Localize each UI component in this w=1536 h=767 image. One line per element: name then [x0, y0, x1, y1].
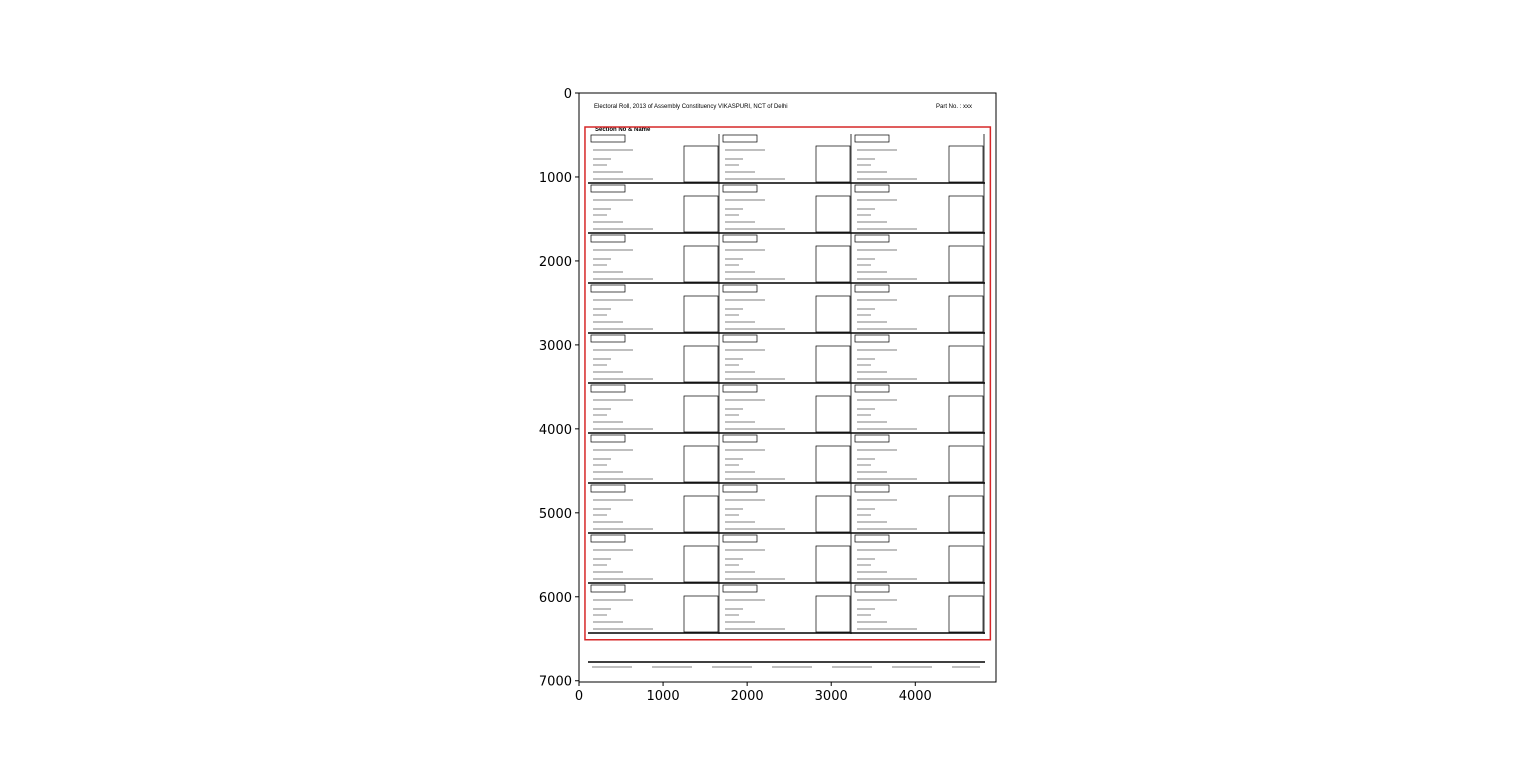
serial-box: [722, 384, 758, 393]
axes-frame: [578, 92, 997, 683]
serial-box: [854, 384, 890, 393]
serial-box: [590, 584, 626, 593]
y-tick-label: 1000: [539, 171, 572, 186]
y-tick-label: 4000: [539, 423, 572, 438]
x-tick-label: 1000: [647, 689, 680, 704]
serial-box: [722, 284, 758, 293]
serial-box: [722, 534, 758, 543]
serial-box: [854, 434, 890, 443]
photo-box: [948, 245, 984, 283]
doc-header: Electoral Roll, 2013 of Assembly Constit…: [594, 104, 788, 110]
x-tick-label: 0: [575, 689, 583, 704]
photo-box: [683, 495, 719, 533]
serial-box: [854, 584, 890, 593]
y-tick-label: 3000: [539, 339, 572, 354]
serial-box: [722, 434, 758, 443]
serial-box: [854, 334, 890, 343]
photo-box: [683, 595, 719, 633]
serial-box: [854, 484, 890, 493]
photo-box: [815, 345, 851, 383]
y-tick-label: 7000: [539, 675, 572, 690]
serial-box: [722, 184, 758, 193]
photo-box: [815, 145, 851, 183]
photo-box: [815, 545, 851, 583]
photo-box: [948, 495, 984, 533]
photo-box: [683, 545, 719, 583]
photo-box: [815, 245, 851, 283]
doc-part: Part No. : xxx: [936, 104, 972, 110]
y-tick-label: 6000: [539, 591, 572, 606]
serial-box: [722, 134, 758, 143]
photo-box: [683, 345, 719, 383]
x-tick-label: 4000: [899, 689, 932, 704]
photo-box: [815, 495, 851, 533]
serial-box: [854, 134, 890, 143]
photo-box: [948, 445, 984, 483]
serial-box: [854, 184, 890, 193]
serial-box: [590, 334, 626, 343]
photo-box: [948, 345, 984, 383]
highlight-box: [584, 126, 992, 641]
serial-box: [590, 184, 626, 193]
photo-box: [815, 295, 851, 333]
photo-box: [683, 245, 719, 283]
serial-box: [590, 284, 626, 293]
photo-box: [948, 595, 984, 633]
serial-box: [590, 234, 626, 243]
serial-box: [854, 234, 890, 243]
photo-box: [815, 595, 851, 633]
serial-box: [590, 484, 626, 493]
serial-box: [722, 234, 758, 243]
serial-box: [590, 434, 626, 443]
photo-box: [815, 195, 851, 233]
doc-section: Section No & Name: [595, 127, 651, 133]
y-tick-label: 2000: [539, 255, 572, 270]
serial-box: [590, 534, 626, 543]
document-image: Electoral Roll, 2013 of Assembly Constit…: [588, 104, 985, 668]
serial-box: [854, 534, 890, 543]
photo-box: [948, 145, 984, 183]
photo-box: [815, 445, 851, 483]
x-tick-label: 3000: [815, 689, 848, 704]
photo-box: [948, 295, 984, 333]
serial-box: [590, 134, 626, 143]
serial-box: [722, 584, 758, 593]
photo-box: [683, 295, 719, 333]
x-tick-label: 2000: [731, 689, 764, 704]
photo-box: [683, 195, 719, 233]
photo-box: [683, 445, 719, 483]
serial-box: [722, 334, 758, 343]
photo-box: [683, 145, 719, 183]
photo-box: [948, 195, 984, 233]
photo-box: [683, 395, 719, 433]
y-tick-label: 5000: [539, 507, 572, 522]
serial-box: [854, 284, 890, 293]
y-tick-label: 0: [564, 87, 572, 102]
serial-box: [722, 484, 758, 493]
photo-box: [948, 545, 984, 583]
photo-box: [815, 395, 851, 433]
serial-box: [590, 384, 626, 393]
photo-box: [948, 395, 984, 433]
